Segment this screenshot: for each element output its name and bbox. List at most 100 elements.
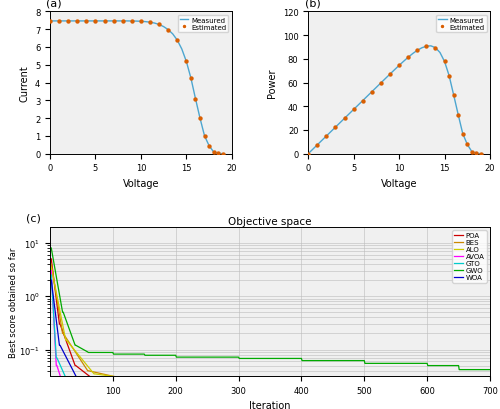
Point [128, 19, 136, 25]
Point [118, 18, 126, 25]
POA [336, 385, 342, 390]
X-axis label: Iteration: Iteration [249, 400, 291, 409]
Line: WOA: WOA [50, 280, 490, 397]
X-axis label: Voltage: Voltage [381, 179, 418, 189]
BES [444, 382, 450, 387]
BES [155, 377, 161, 382]
BES [48, 262, 54, 267]
Line: AVOA: AVOA [50, 271, 490, 409]
Point [468, 149, 476, 155]
Point [214, 151, 222, 157]
WOA [48, 278, 54, 283]
GTO [487, 403, 493, 408]
Point [472, 151, 480, 157]
AVOA [390, 408, 396, 409]
Point [458, 131, 466, 137]
GWO [456, 367, 462, 372]
ALO [336, 380, 342, 385]
Point [395, 63, 403, 70]
GWO [390, 361, 396, 366]
AVOA [155, 406, 161, 409]
Point [174, 38, 182, 44]
Point [432, 45, 440, 52]
Point [210, 149, 218, 156]
Line: BES: BES [50, 264, 490, 385]
Point [377, 81, 385, 87]
Point [92, 18, 100, 25]
Point [82, 18, 90, 25]
Point [477, 151, 485, 157]
GWO [444, 363, 450, 368]
WOA [336, 393, 342, 398]
Point [322, 133, 330, 140]
Line: POA: POA [50, 259, 490, 389]
Point [358, 98, 366, 105]
AVOA [336, 407, 342, 409]
Point [192, 96, 200, 103]
POA [186, 383, 192, 388]
Text: (c): (c) [26, 213, 40, 223]
GTO [336, 402, 342, 407]
Point [368, 89, 376, 96]
WOA [487, 394, 493, 399]
Title: Objective space: Objective space [228, 216, 312, 226]
BES [487, 382, 493, 387]
BES [186, 378, 192, 382]
GWO [186, 355, 192, 360]
GWO [172, 353, 177, 358]
Point [454, 112, 462, 119]
GWO [48, 246, 54, 251]
Line: GWO: GWO [50, 248, 490, 370]
POA [487, 387, 493, 392]
POA [444, 386, 450, 391]
Point [422, 44, 430, 50]
Point [137, 19, 145, 25]
Point [340, 116, 348, 122]
Legend: POA, BES, ALO, AVOA, GTO, GWO, WOA: POA, BES, ALO, AVOA, GTO, GWO, WOA [452, 231, 486, 283]
POA [155, 383, 161, 388]
ALO [172, 379, 177, 384]
Point [218, 151, 226, 157]
POA [48, 257, 54, 262]
X-axis label: Voltage: Voltage [122, 179, 159, 189]
Point [164, 27, 172, 34]
Point [74, 18, 82, 25]
Point [304, 151, 312, 157]
Point [450, 92, 458, 99]
GWO [155, 353, 161, 358]
GTO [172, 401, 177, 406]
Point [146, 20, 154, 26]
Point [187, 76, 195, 82]
Point [314, 142, 322, 149]
ALO [390, 381, 396, 386]
Point [55, 18, 63, 25]
WOA [186, 392, 192, 397]
BES [390, 381, 396, 386]
AVOA [186, 407, 192, 409]
Point [205, 143, 213, 150]
Point [182, 59, 190, 65]
GTO [390, 402, 396, 407]
Point [440, 59, 448, 65]
Point [100, 18, 108, 25]
GTO [48, 273, 54, 278]
Legend: Measured, Estimated: Measured, Estimated [436, 16, 486, 33]
BES [172, 378, 177, 382]
Point [350, 107, 358, 113]
POA [172, 383, 177, 388]
ALO [155, 378, 161, 383]
POA [390, 386, 396, 391]
WOA [444, 394, 450, 399]
AVOA [444, 408, 450, 409]
ALO [444, 382, 450, 387]
Line: ALO: ALO [50, 267, 490, 385]
Point [414, 48, 422, 54]
Point [46, 18, 54, 25]
Point [386, 72, 394, 78]
Point [332, 125, 340, 131]
ALO [487, 382, 493, 387]
GTO [186, 401, 192, 406]
Point [464, 142, 471, 148]
WOA [390, 393, 396, 398]
Point [155, 22, 163, 29]
